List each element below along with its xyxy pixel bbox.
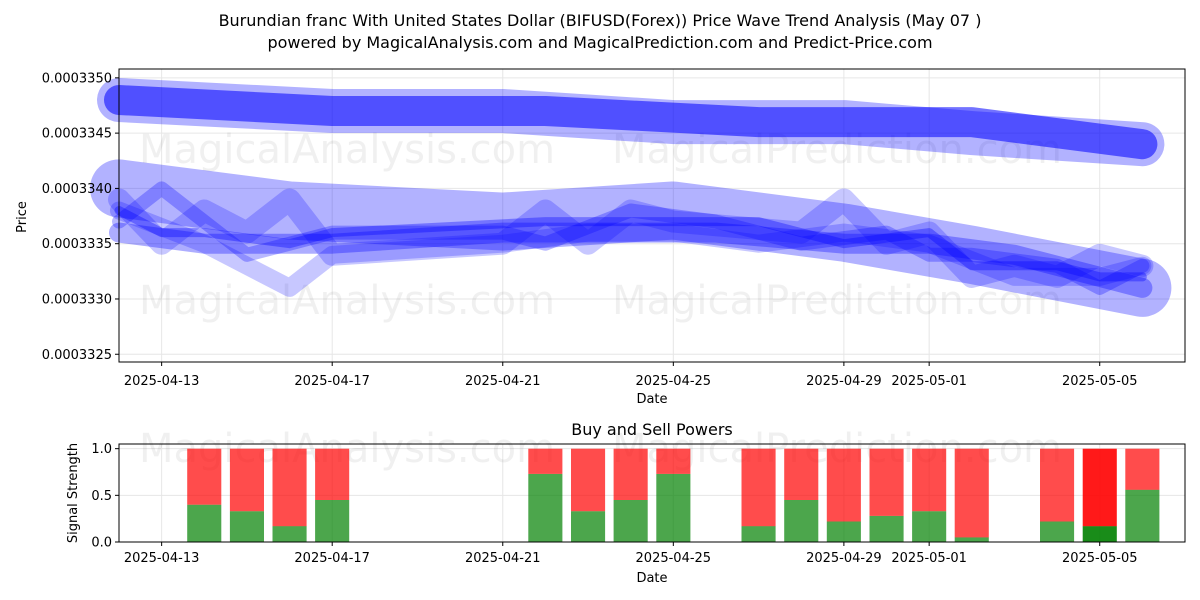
wave-series-5 xyxy=(110,201,1152,297)
sell-power-bar xyxy=(272,448,307,527)
power-x-tick-label: 2025-05-05 xyxy=(1062,551,1138,566)
sell-power-bar xyxy=(1082,448,1117,527)
buy-power-bar xyxy=(826,521,861,542)
watermark-prediction: MagicalPrediction.com xyxy=(612,278,1062,324)
power-x-tick-label: 2025-04-21 xyxy=(465,551,541,566)
wave-series-8 xyxy=(114,206,1147,282)
buy-power-bar xyxy=(571,511,606,542)
buy-power-bar xyxy=(784,500,819,542)
power-y-axis-label: Signal Strength xyxy=(66,443,81,543)
buy-power-bar xyxy=(315,500,350,542)
wave-series-7 xyxy=(109,222,1153,298)
power-x-tick-label: 2025-04-29 xyxy=(806,551,882,566)
price-y-tick-label: 0.0003325 xyxy=(42,348,112,363)
sell-power-bar xyxy=(571,448,606,512)
price-x-ticks: 2025-04-13 2025-04-17 2025-04-21 2025-04-25… xyxy=(124,362,1138,389)
sell-power-bar xyxy=(1125,448,1160,490)
power-y-tick-label: 0.0 xyxy=(91,536,112,551)
buy-power-bar xyxy=(656,473,691,542)
buy-power-bar xyxy=(613,500,648,542)
power-y-tick-label: 0.5 xyxy=(91,489,112,504)
power-y-tick-label: 1.0 xyxy=(91,442,112,457)
buy-power-bar xyxy=(741,526,776,542)
buy-power-bar xyxy=(272,526,307,542)
buy-power-bar xyxy=(229,511,264,542)
price-y-tick-label: 0.0003330 xyxy=(42,292,112,307)
price-y-axis-label: Price xyxy=(15,201,30,233)
sell-power-bar xyxy=(1040,448,1075,522)
sell-power-bar xyxy=(954,448,989,538)
sell-power-bar xyxy=(741,448,776,527)
power-x-tick-label: 2025-05-01 xyxy=(891,551,967,566)
buy-power-bar xyxy=(912,511,947,542)
sell-power-bar xyxy=(869,448,904,516)
chart-title-line2: powered by MagicalAnalysis.com and Magic… xyxy=(267,33,932,52)
buy-power-bar xyxy=(954,537,989,542)
wave-series-6 xyxy=(112,181,1150,295)
price-y-ticks: 0.0003325 0.0003330 0.0003335 0.0003340 0.00… xyxy=(42,71,119,363)
sell-power-bar xyxy=(613,448,648,500)
buy-power-bar xyxy=(528,473,563,542)
power-bars xyxy=(187,448,1160,542)
wave-series-4 xyxy=(108,188,1154,288)
watermark-analysis: MagicalAnalysis.com xyxy=(139,127,555,173)
price-x-tick-label: 2025-05-05 xyxy=(1062,374,1138,389)
wave-series-3 xyxy=(90,159,1172,317)
price-x-tick-label: 2025-05-01 xyxy=(891,374,967,389)
power-x-tick-label: 2025-04-25 xyxy=(636,551,712,566)
sell-power-bar xyxy=(315,448,350,500)
power-panel: Buy and Sell Powers MagicalAnalysis.com … xyxy=(66,420,1186,586)
sell-power-bar xyxy=(656,448,691,474)
wave-series-2 xyxy=(104,85,1158,160)
power-panel-title: Buy and Sell Powers xyxy=(571,420,733,439)
buy-power-bar xyxy=(869,515,904,542)
price-y-tick-label: 0.0003340 xyxy=(42,182,112,197)
price-panel: MagicalAnalysis.com MagicalPrediction.co… xyxy=(15,68,1186,407)
price-plot-frame xyxy=(118,68,1186,363)
power-x-tick-label: 2025-04-17 xyxy=(294,551,370,566)
price-x-tick-label: 2025-04-17 xyxy=(294,374,370,389)
power-x-ticks: 2025-04-13 2025-04-17 2025-04-21 2025-04-25… xyxy=(124,542,1138,566)
buy-power-bar xyxy=(1040,521,1075,542)
price-series xyxy=(90,78,1172,317)
chart-title-line1: Burundian franc With United States Dolla… xyxy=(219,11,982,30)
sell-power-bar xyxy=(784,448,819,500)
price-x-tick-label: 2025-04-13 xyxy=(124,374,200,389)
buy-power-bar xyxy=(1125,489,1160,542)
price-x-axis-label: Date xyxy=(636,392,667,407)
price-y-tick-label: 0.0003345 xyxy=(42,127,112,142)
buy-power-bar xyxy=(1082,526,1117,542)
power-x-tick-label: 2025-04-13 xyxy=(124,551,200,566)
price-x-tick-label: 2025-04-29 xyxy=(806,374,882,389)
sell-power-bar xyxy=(528,448,563,474)
watermark-analysis: MagicalAnalysis.com xyxy=(139,278,555,324)
sell-power-bar xyxy=(826,448,861,522)
price-x-tick-label: 2025-04-21 xyxy=(465,374,541,389)
price-y-tick-label: 0.0003350 xyxy=(42,71,112,86)
buy-power-bar xyxy=(187,504,222,542)
sell-power-bar xyxy=(187,448,222,505)
price-x-tick-label: 2025-04-25 xyxy=(636,374,712,389)
price-y-tick-label: 0.0003335 xyxy=(42,237,112,252)
sell-power-bar xyxy=(229,448,264,512)
power-y-ticks: 0.0 0.5 1.0 xyxy=(91,442,119,551)
power-x-axis-label: Date xyxy=(636,571,667,586)
power-plot-frame xyxy=(118,443,1186,543)
sell-power-bar xyxy=(912,448,947,512)
